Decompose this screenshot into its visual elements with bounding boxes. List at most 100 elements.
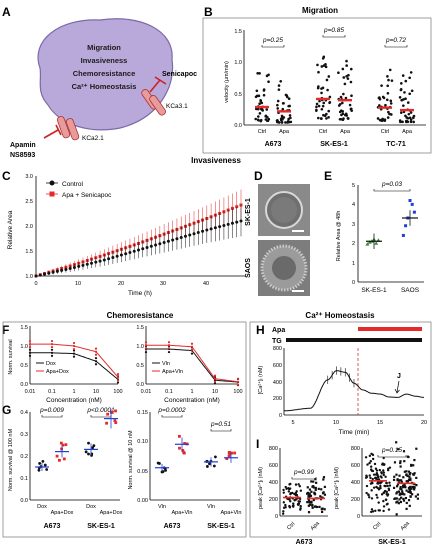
dot bbox=[259, 107, 263, 111]
dot bbox=[288, 120, 291, 124]
dot bbox=[322, 64, 326, 67]
dot bbox=[322, 101, 326, 105]
dot bbox=[373, 462, 377, 466]
dot bbox=[328, 100, 332, 104]
dot bbox=[327, 75, 331, 78]
dot bbox=[377, 501, 380, 504]
panel-d-label: D bbox=[254, 169, 263, 183]
panel-b-title: Migration bbox=[302, 6, 338, 15]
dot bbox=[342, 76, 346, 79]
panel-g-xcat: Vln bbox=[207, 504, 215, 510]
dot bbox=[377, 509, 380, 512]
dot bbox=[59, 441, 63, 445]
dot bbox=[369, 460, 372, 463]
dot bbox=[416, 497, 420, 500]
panel-f-ytick: 1.0 bbox=[20, 344, 28, 350]
dot bbox=[374, 467, 378, 470]
dot bbox=[411, 493, 414, 496]
data-point bbox=[213, 377, 217, 380]
dot bbox=[342, 92, 345, 96]
data-point bbox=[213, 380, 217, 383]
panel-e-ytick: 5 bbox=[352, 183, 355, 189]
dot bbox=[406, 474, 409, 478]
dot bbox=[156, 461, 160, 465]
panel-f-xtick: 10 bbox=[93, 389, 99, 395]
dot bbox=[377, 475, 380, 479]
dot bbox=[406, 101, 410, 104]
dot bbox=[398, 498, 401, 501]
dot bbox=[406, 480, 410, 483]
panel-b-ytick: 0.0 bbox=[234, 123, 242, 129]
data-point bbox=[116, 381, 120, 384]
marker-j-arrowhead bbox=[394, 388, 400, 394]
data-point bbox=[28, 354, 32, 357]
panel-b-label: B bbox=[204, 5, 213, 19]
legend-apavln-label: Apa+Vln bbox=[162, 369, 183, 375]
dot bbox=[382, 473, 385, 477]
dot bbox=[312, 480, 315, 483]
data-point bbox=[190, 342, 194, 345]
panel-f-label: F bbox=[2, 323, 9, 337]
dot bbox=[297, 483, 300, 486]
dot bbox=[399, 461, 402, 465]
ns8593-label: NS8593 bbox=[10, 152, 35, 159]
dot bbox=[298, 485, 302, 488]
dot bbox=[284, 503, 287, 507]
panel-d: D SK-ES-1 SAOS bbox=[245, 169, 310, 296]
data-point bbox=[132, 249, 136, 253]
dot bbox=[408, 199, 412, 203]
dot bbox=[376, 482, 380, 485]
data-point bbox=[230, 206, 234, 210]
dot bbox=[399, 87, 403, 91]
dot bbox=[350, 94, 353, 98]
dot bbox=[314, 486, 317, 489]
dot bbox=[320, 488, 323, 491]
data-point bbox=[145, 246, 149, 249]
dot bbox=[366, 463, 369, 466]
data-point bbox=[167, 350, 171, 354]
panel-g-dots bbox=[35, 408, 238, 474]
dot bbox=[399, 111, 403, 114]
dot bbox=[288, 506, 292, 509]
dot bbox=[284, 93, 288, 97]
dot bbox=[295, 490, 298, 493]
dot bbox=[402, 104, 405, 107]
data-point bbox=[47, 271, 51, 275]
data-point bbox=[239, 203, 243, 207]
calcium-trace bbox=[284, 370, 424, 412]
dot bbox=[413, 488, 416, 491]
dot bbox=[367, 240, 372, 244]
panel-g-xcat: Apa+Vln bbox=[172, 510, 193, 516]
dot bbox=[38, 462, 42, 465]
kca31-label: KCa3.1 bbox=[166, 103, 188, 110]
dot bbox=[315, 105, 318, 109]
dot bbox=[371, 510, 375, 513]
dot bbox=[372, 473, 376, 476]
panel-i-dots bbox=[281, 441, 420, 516]
dot bbox=[92, 444, 96, 448]
dot bbox=[374, 473, 378, 476]
panel-e-xcat: SK-ES-1 bbox=[361, 287, 387, 294]
kca21-channel bbox=[56, 116, 80, 141]
panel-c-xlabel: Time (h) bbox=[128, 290, 152, 297]
cell-text-2: Invasiveness bbox=[81, 56, 128, 65]
data-point bbox=[213, 382, 217, 385]
dot bbox=[311, 506, 314, 509]
dot bbox=[310, 500, 313, 503]
row-label-saos: SAOS bbox=[245, 258, 252, 278]
dot bbox=[113, 419, 117, 422]
dot bbox=[403, 485, 406, 488]
panel-b-bracket bbox=[322, 35, 346, 38]
dot bbox=[164, 468, 167, 472]
panel-b-xcat: Apa bbox=[279, 129, 290, 135]
dot bbox=[282, 491, 285, 494]
panel-i-ytick: 600 bbox=[351, 463, 360, 469]
dot bbox=[258, 72, 261, 75]
dot bbox=[365, 242, 370, 246]
dot bbox=[55, 454, 59, 458]
dot bbox=[182, 450, 185, 454]
dot bbox=[413, 472, 416, 475]
panel-f-xtick: 0.1 bbox=[48, 389, 56, 395]
dot bbox=[289, 492, 292, 496]
dot bbox=[399, 120, 402, 124]
